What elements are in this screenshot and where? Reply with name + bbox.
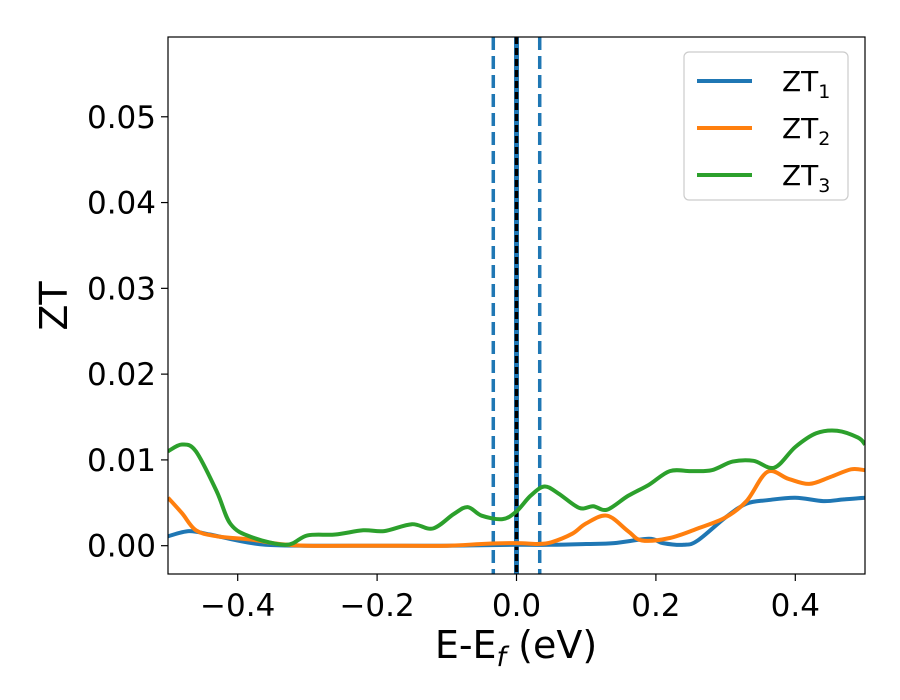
- series-group: [168, 428, 865, 548]
- legend-box: [683, 51, 849, 201]
- x-tick-label: 0.2: [631, 588, 680, 624]
- y-tick-label: 0.01: [87, 443, 156, 479]
- x-tick-label: 0.4: [771, 588, 820, 624]
- y-tick-label: 0.03: [87, 271, 156, 307]
- x-tick-label: −0.4: [200, 588, 275, 624]
- x-tick-label: −0.2: [339, 588, 414, 624]
- x-axis-label: E-Ef (eV): [435, 623, 597, 673]
- x-axis-label-main: E-E: [435, 623, 497, 667]
- x-tick-label: 0.0: [492, 588, 541, 624]
- legend-label-zt1: ZT1: [782, 65, 830, 103]
- y-tick-label: 0.02: [87, 357, 156, 393]
- x-axis-ticks: −0.4 −0.2 0.0 0.2 0.4: [200, 574, 820, 624]
- legend: ZT1 ZT2 ZT3: [683, 51, 849, 201]
- y-tick-label: 0.05: [87, 100, 156, 136]
- series-line-zt1: [168, 495, 865, 548]
- reference-lines: [491, 37, 542, 574]
- series-line-zt3: [168, 428, 865, 547]
- legend-label-zt3: ZT3: [782, 159, 830, 197]
- y-tick-label: 0.04: [87, 186, 156, 222]
- y-axis-ticks: 0.00 0.01 0.02 0.03 0.04 0.05: [87, 100, 168, 565]
- y-axis-label: ZT: [32, 281, 76, 331]
- legend-label-zt2: ZT2: [782, 112, 830, 150]
- y-tick-label: 0.00: [87, 529, 156, 565]
- x-axis-label-suffix: (eV): [506, 623, 597, 667]
